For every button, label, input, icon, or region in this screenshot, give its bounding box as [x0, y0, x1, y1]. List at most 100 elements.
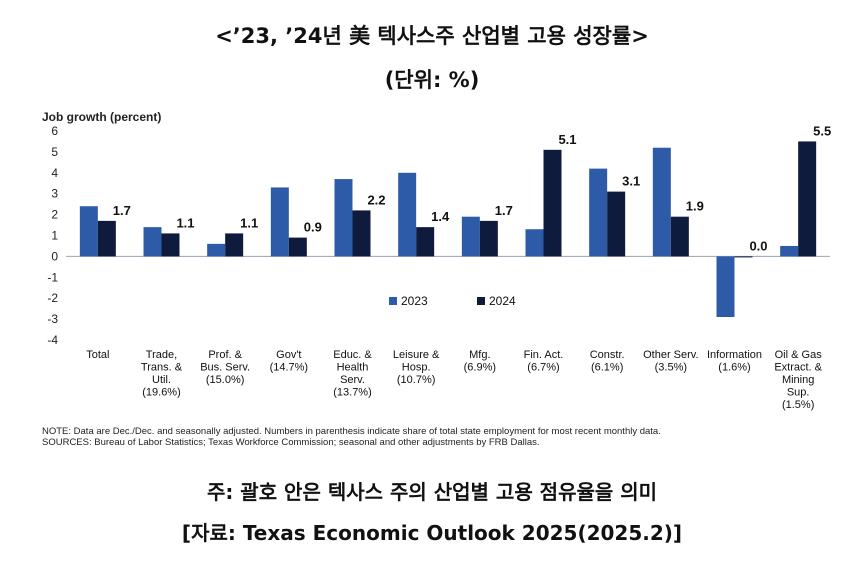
data-label-2024-9: 3.1 — [622, 174, 640, 189]
legend-label-2024: 2024 — [489, 294, 516, 308]
bar-2023-9 — [589, 168, 608, 257]
data-label-2024-1: 1.7 — [113, 203, 131, 218]
category-label-line: Mfg. — [469, 349, 490, 361]
data-label-2024-6: 1.4 — [431, 209, 450, 224]
y-tick-label: -3 — [47, 312, 58, 326]
category-label-line: Hosp. — [402, 362, 431, 374]
category-label-9: Constr. (6.1%) — [590, 349, 625, 374]
y-tick-label: -1 — [47, 270, 58, 284]
category-label-line: (3.5%) — [655, 362, 687, 374]
category-label-line: Extract. & — [774, 362, 822, 374]
y-tick-label: 3 — [51, 187, 58, 201]
category-label-7: Mfg. (6.9%) — [464, 349, 496, 374]
y-tick-label: 6 — [51, 124, 58, 138]
y-tick-label: -4 — [47, 333, 58, 347]
category-label-line: Bus. Serv. — [200, 362, 250, 374]
bar-2023-11 — [716, 256, 735, 318]
data-label-2024-10: 1.9 — [686, 199, 704, 214]
category-label-line: Health — [337, 362, 369, 374]
category-label-line: Educ. & — [333, 349, 372, 361]
source-citation: [자료: Texas Economic Outlook 2025(2025.2)… — [181, 521, 683, 545]
category-label-line: Trade, — [146, 349, 177, 361]
bar-2023-2 — [143, 227, 162, 257]
bar-2024-5 — [352, 210, 371, 257]
category-label-2: Trade, Trans. & Util. (19.6%) — [141, 349, 183, 399]
y-tick-label: 2 — [51, 208, 58, 222]
bar-2024-9 — [607, 191, 626, 257]
y-axis-label: Job growth (percent) — [42, 110, 161, 124]
category-label-line: (1.6%) — [718, 362, 750, 374]
bar-2023-10 — [652, 147, 671, 257]
bar-2023-1 — [79, 206, 98, 257]
bar-2023-7 — [461, 216, 480, 257]
data-label-2024-7: 1.7 — [495, 203, 513, 218]
chart-title: <’23, ’24년 美 텍사스주 산업별 고용 성장률> — [215, 24, 649, 48]
bar-2023-3 — [207, 243, 226, 257]
category-label-line: (6.7%) — [527, 362, 559, 374]
category-label-3: Prof. & Bus. Serv. (15.0%) — [200, 349, 250, 386]
bar-2023-8 — [525, 229, 544, 257]
category-label-5: Educ. & Health Serv. (13.7%) — [333, 349, 372, 399]
legend-swatch-2024 — [477, 297, 485, 305]
category-label-line: Constr. — [590, 349, 625, 361]
data-label-2024-11: 0.0 — [749, 238, 767, 253]
bar-2024-2 — [161, 233, 180, 257]
bar-2023-5 — [334, 179, 353, 257]
y-tick-label: -2 — [47, 291, 58, 305]
chart-note: NOTE: Data are Dec./Dec. and seasonally … — [42, 426, 661, 437]
bar-2024-6 — [416, 227, 435, 257]
y-tick-label: 1 — [51, 229, 58, 243]
category-label-12: Oil & Gas Extract. & Mining Sup. (1.5%) — [774, 349, 822, 411]
chart-sources: SOURCES: Bureau of Labor Statistics; Tex… — [42, 437, 540, 448]
category-label-line: (10.7%) — [397, 374, 436, 386]
legend-label-2023: 2023 — [401, 294, 428, 308]
bar-2024-1 — [97, 220, 116, 257]
data-label-2024-4: 0.9 — [304, 220, 322, 235]
bar-2023-4 — [270, 187, 289, 257]
bar-2024-3 — [225, 233, 244, 257]
category-label-line: Information — [707, 349, 762, 361]
footnote: 주: 괄호 안은 텍사스 주의 산업별 고용 점유율을 의미 — [206, 480, 658, 504]
category-label-11: Information (1.6%) — [707, 349, 762, 374]
bar-2024-11 — [734, 256, 753, 258]
bar-2023-6 — [398, 172, 417, 257]
bar-2024-7 — [479, 220, 498, 257]
bar-2024-10 — [670, 216, 689, 257]
category-label-line: Fin. Act. — [524, 349, 564, 361]
category-label-8: Fin. Act. (6.7%) — [524, 349, 564, 374]
data-label-2024-5: 2.2 — [367, 192, 385, 207]
category-label-10: Other Serv. (3.5%) — [643, 349, 698, 374]
category-label-line: Other Serv. — [643, 349, 698, 361]
category-label-line: Sup. — [787, 387, 810, 399]
category-label-line: (1.5%) — [782, 399, 814, 411]
job-growth-bar-chart: Job growth (percent) 6 5 4 3 2 1 0 -1 -2 -3 -4 1.7… — [42, 110, 831, 411]
bar-2024-8 — [543, 149, 562, 257]
category-label-line: (19.6%) — [142, 387, 181, 399]
category-label-line: (15.0%) — [206, 374, 245, 386]
category-label-line: (13.7%) — [333, 387, 372, 399]
category-label-line: Oil & Gas — [775, 349, 823, 361]
category-label-line: Gov't — [276, 349, 301, 361]
bar-2024-4 — [288, 237, 307, 257]
data-label-2024-2: 1.1 — [176, 215, 194, 230]
data-label-2024-8: 5.1 — [558, 132, 576, 147]
bar-2024-12 — [798, 141, 817, 257]
data-label-2024-3: 1.1 — [240, 215, 258, 230]
category-label-line: Trans. & — [141, 362, 183, 374]
category-label-line: (6.1%) — [591, 362, 623, 374]
category-label-1: Total — [86, 349, 109, 361]
y-tick-label: 0 — [51, 249, 58, 263]
data-label-2024-12: 5.5 — [813, 123, 831, 138]
unit-label: (단위: %) — [384, 68, 480, 92]
category-label-line: Prof. & — [208, 349, 242, 361]
category-label-line: Serv. — [340, 374, 365, 386]
category-label-line: Leisure & — [393, 349, 440, 361]
category-label-line: (14.7%) — [270, 362, 309, 374]
category-label-line: Mining — [782, 374, 814, 386]
bar-2023-12 — [780, 245, 799, 257]
y-tick-label: 5 — [51, 145, 58, 159]
category-label-line: Util. — [152, 374, 171, 386]
category-label-line: Total — [86, 349, 109, 361]
category-label-4: Gov't (14.7%) — [270, 349, 309, 374]
category-label-6: Leisure & Hosp. (10.7%) — [393, 349, 440, 386]
